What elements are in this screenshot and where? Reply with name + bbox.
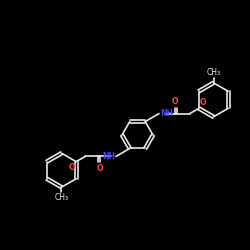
- Text: O: O: [200, 98, 206, 107]
- Text: CH₃: CH₃: [206, 68, 220, 77]
- Text: O: O: [172, 96, 178, 106]
- Text: NH: NH: [160, 108, 173, 118]
- Text: O: O: [96, 164, 103, 173]
- Text: NH: NH: [102, 152, 115, 162]
- Text: O: O: [69, 163, 75, 172]
- Text: CH₃: CH₃: [54, 193, 68, 202]
